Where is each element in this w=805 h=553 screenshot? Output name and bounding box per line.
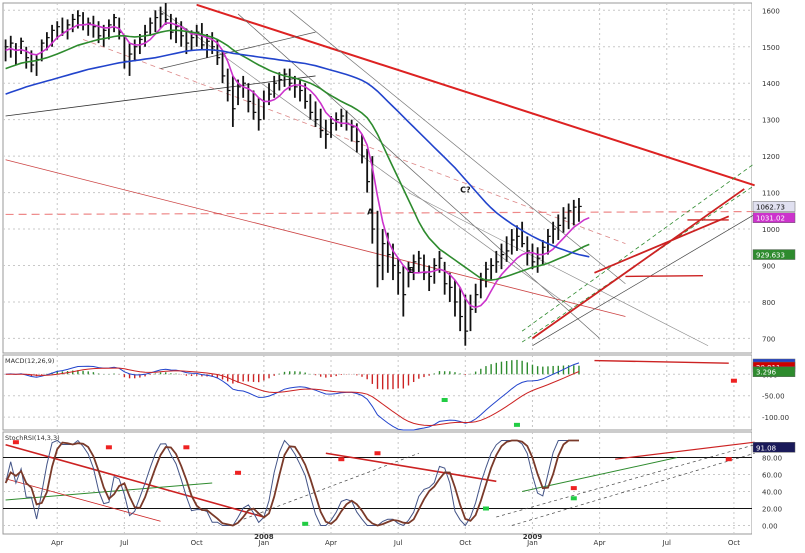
stoch-up-channel-3 [511,452,755,526]
value-tag-box [752,201,796,212]
stoch-red-mid-trendline [325,452,497,483]
stoch-red-upper-line [615,441,755,460]
stoch-value-tag: 91.08 [752,442,796,453]
macd-y-tick-label: -100.00 [762,414,789,422]
x-tick-label: Jan [257,539,269,547]
price-y-tick-label: 1500 [762,44,780,52]
stoch-red-thin-line [5,478,161,522]
stoch-signal-marker [725,457,732,462]
up-channel-line [532,214,755,347]
short-rising-line [160,31,316,70]
resistance-trendline [196,3,755,187]
stoch-signal-marker [570,496,577,501]
stoch-signal-marker [482,506,489,511]
mid-dashed-channel-line [82,39,626,244]
stoch-signal-marker [183,445,190,450]
x-tick-label: 2009 [523,533,543,541]
value-tag-box [752,442,796,453]
stoch-k-line [5,439,579,527]
macd-divergence-line [594,359,729,364]
x-tick-label: Oct [191,539,203,547]
long-down-channel-line [5,159,626,317]
stoch-signal-marker [105,445,112,450]
price-value-tag: 1031.02 [752,212,796,223]
price-y-tick-label: 1100 [762,190,780,198]
x-tick-label: 2008 [254,533,274,541]
x-tick-label: Jul [662,539,672,547]
price-annotation: B [408,266,414,275]
price-y-tick-label: 1400 [762,80,780,88]
macd-panel-frame [2,354,753,431]
macd-signal-marker [513,422,520,427]
rising-wedge-lower [594,215,730,274]
stoch-y-tick-label: 20.00 [762,506,782,514]
b-support-line [625,275,703,278]
price-annotation: C? [460,186,471,195]
horizontal-dashed-line [5,210,755,216]
price-y-tick-label: 700 [762,335,775,343]
stoch-up-channel-2 [496,444,755,518]
value-tag-text: 929.633 [756,252,785,260]
x-tick-label: Jul [393,539,403,547]
value-tag-text: 3.296 [756,369,777,377]
moving-average-ma-50 [5,48,590,258]
price-y-tick-label: 1200 [762,153,780,161]
price-y-tick-label: 900 [762,263,775,271]
x-tick-label: Apr [325,539,337,547]
stoch-up-channel-1 [237,452,419,522]
stoch-signal-marker [235,470,242,475]
green-up-channel-upper [521,163,755,332]
price-y-tick-label: 1600 [762,7,780,15]
stoch-y-tick-label: 0.00 [762,523,778,531]
x-tick-label: Jan [526,539,538,547]
price-annotation: A [367,207,374,216]
stoch-panel-label: StochRSI(14,3,3) [5,434,60,442]
value-tag-text: 1062.73 [756,203,785,211]
stoch-d-line [4,439,579,527]
macd-value-tag: 3.296 [752,366,796,377]
stoch-signal-marker [302,521,309,526]
rising-wedge-upper [531,188,745,340]
x-tick-label: Oct [459,539,471,547]
down-channel-line-4 [408,192,709,346]
price-value-tag: 1062.73 [752,201,796,212]
value-tag-text: 91.08 [756,444,776,452]
x-tick-label: Apr [594,539,606,547]
down-channel-line-2 [289,10,626,285]
stoch-signal-marker [374,451,381,456]
value-tag-box [752,366,796,377]
macd-panel-label: MACD(12,26,9) [5,357,54,365]
price-value-tag: 929.633 [752,249,796,260]
value-tag-text: 1031.02 [756,215,785,223]
moving-average-ma-10 [5,22,590,309]
moving-average-ma-30 [5,29,590,281]
x-tick-label: Oct [728,539,740,547]
macd-signal-marker [441,398,448,402]
stoch-panel-frame [2,431,753,535]
stoch-green-line [5,482,213,501]
price-y-tick-label: 800 [762,299,775,307]
right-axis-strip [752,0,805,549]
x-tick-label: Apr [51,539,63,547]
stoch-signal-marker [338,457,345,462]
rising-support-line [5,75,316,117]
price-y-tick-label: 1300 [762,117,780,125]
stoch-signal-marker [12,440,19,445]
value-tag-box [752,249,796,260]
macd-signal-line [5,367,580,427]
macd-signal-marker [730,378,737,383]
price-y-tick-label: 1000 [762,226,780,234]
stoch-signal-marker [570,486,577,491]
stoch-y-tick-label: 80.00 [762,455,782,463]
macd-y-tick-label: -50.00 [762,393,785,401]
price-panel-frame [2,2,753,354]
x-tick-label: Jul [119,539,129,547]
value-tag-box [752,212,796,223]
stoch-y-tick-label: 40.00 [762,489,782,497]
stoch-y-tick-label: 60.00 [762,472,782,480]
